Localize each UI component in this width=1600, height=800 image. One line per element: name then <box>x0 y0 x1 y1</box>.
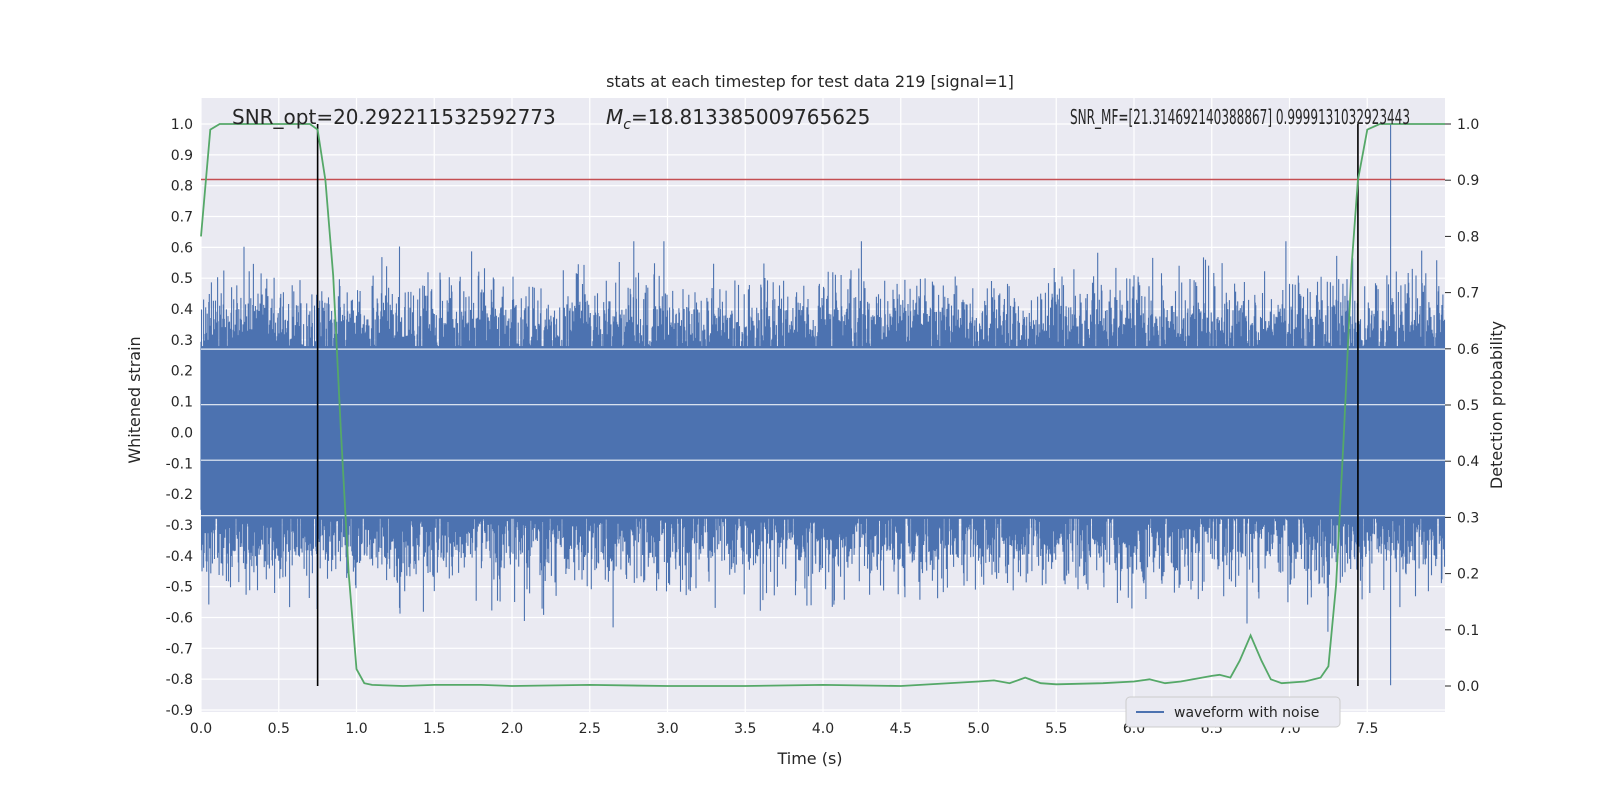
y2-tick-label: 0.8 <box>1457 229 1479 245</box>
y2-tick-label: 0.7 <box>1457 286 1479 302</box>
y2-tick-label: 1.0 <box>1457 117 1479 133</box>
y-tick-label: 0.5 <box>171 271 193 287</box>
y-tick-label: 0.4 <box>171 302 193 318</box>
y-tick-label: -0.2 <box>166 487 193 503</box>
y-tick-label: -0.6 <box>166 610 193 626</box>
snr-opt-annotation: SNR_opt=20.292211532592773 <box>232 105 556 129</box>
x-tick-label: 1.0 <box>345 721 367 737</box>
y-tick-label: 0.0 <box>171 425 193 441</box>
y2-tick-label: 0.0 <box>1457 679 1479 695</box>
y-tick-label: -0.3 <box>166 518 193 534</box>
x-tick-label: 2.0 <box>501 721 523 737</box>
chirp-mass-annotation: Mc=18.813385009765625 <box>606 105 870 133</box>
probability-layer <box>200 123 1445 687</box>
y-tick-label: -0.7 <box>166 641 193 657</box>
y-tick-label: -0.5 <box>166 580 193 596</box>
y2-axis-label: Detection probability <box>1487 321 1506 489</box>
y-tick-label: 0.1 <box>171 395 193 411</box>
chirp-mass-symbol: M <box>606 105 623 129</box>
chirp-mass-value: =18.813385009765625 <box>631 105 870 129</box>
x-tick-label: 3.0 <box>656 721 678 737</box>
y2-axis-ticks: 1.0 0.9 0.8 0.7 0.6 0.5 0.4 0.3 0.2 0.1 0.0 <box>1445 117 1479 695</box>
waveform-series <box>200 124 1446 686</box>
x-tick-label: 1.5 <box>423 721 445 737</box>
x-tick-label: 4.5 <box>890 721 912 737</box>
y-tick-label: 0.6 <box>171 240 193 256</box>
y-tick-label: 0.2 <box>171 364 193 380</box>
chart-title: stats at each timestep for test data 219… <box>606 72 1014 91</box>
x-tick-label: 0.0 <box>190 721 212 737</box>
y-tick-label: 0.8 <box>171 179 193 195</box>
y2-tick-label: 0.3 <box>1457 510 1479 526</box>
y-tick-label: -0.4 <box>166 549 193 565</box>
x-tick-label: 2.5 <box>579 721 601 737</box>
overlapping-annotation: SNR_MF=[21.314692140388867] 0.9999131032… <box>1070 105 1410 129</box>
y2-tick-label: 0.6 <box>1457 342 1479 358</box>
x-tick-label: 7.5 <box>1356 721 1378 737</box>
y-axis-ticks: 1.0 0.9 0.8 0.7 0.6 0.5 0.4 0.3 0.2 0.1 0.0 -0.1 -0.… <box>166 117 193 719</box>
x-tick-label: 4.0 <box>812 721 834 737</box>
x-tick-label: 0.5 <box>268 721 290 737</box>
x-axis-label: Time (s) <box>776 749 842 768</box>
y-tick-label: -0.8 <box>166 672 193 688</box>
y2-tick-label: 0.2 <box>1457 567 1479 583</box>
y-tick-label: -0.9 <box>166 703 193 719</box>
legend-label: waveform with noise <box>1174 705 1319 721</box>
x-tick-label: 5.5 <box>1045 721 1067 737</box>
y-tick-label: 0.7 <box>171 210 193 226</box>
y2-tick-label: 0.1 <box>1457 623 1479 639</box>
y-tick-label: 0.3 <box>171 333 193 349</box>
y-axis-label: Whitened strain <box>125 336 144 463</box>
x-tick-label: 3.5 <box>734 721 756 737</box>
probability-line <box>200 123 1445 687</box>
y-tick-label: 0.9 <box>171 148 193 164</box>
legend: waveform with noise <box>1125 696 1341 728</box>
y2-tick-label: 0.5 <box>1457 398 1479 414</box>
waveform-core <box>201 346 1445 519</box>
y-tick-label: -0.1 <box>166 456 193 472</box>
legend-box <box>1125 696 1341 728</box>
y2-tick-label: 0.4 <box>1457 454 1479 470</box>
x-tick-label: 5.0 <box>967 721 989 737</box>
chirp-mass-subscript: c <box>623 117 631 133</box>
vertical-markers <box>316 124 1359 686</box>
y-tick-label: 1.0 <box>171 117 193 133</box>
y2-tick-label: 0.9 <box>1457 173 1479 189</box>
